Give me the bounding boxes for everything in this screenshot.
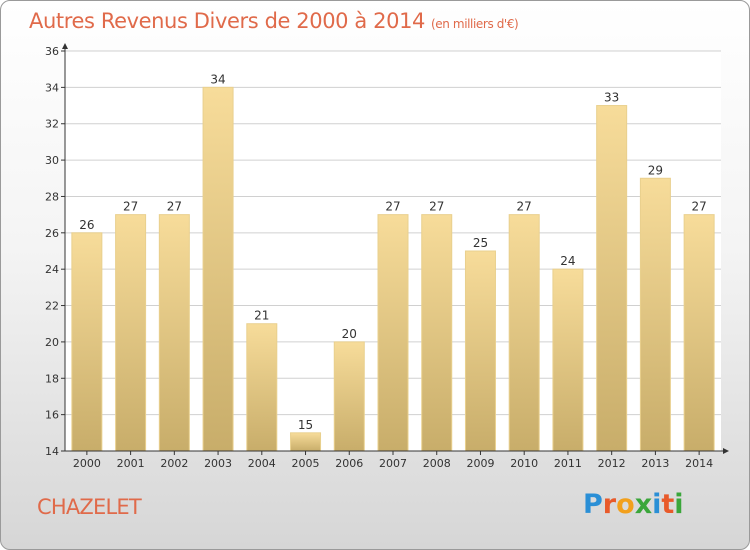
logo-letter: i (674, 489, 684, 520)
bar (639, 177, 671, 452)
proxiti-logo: Proxiti (583, 489, 684, 520)
chart-title: Autres Revenus Divers de 2000 à 2014 (en … (29, 9, 519, 33)
y-tick-label: 18 (45, 372, 59, 385)
bar (421, 214, 453, 452)
x-tick-label: 2004 (248, 457, 276, 470)
bar (596, 105, 628, 452)
logo-letter: t (661, 489, 675, 520)
bar (552, 268, 584, 452)
bar (333, 341, 365, 452)
data-label: 25 (473, 236, 488, 250)
y-tick-label: 34 (45, 81, 59, 94)
y-axis-arrow (62, 43, 68, 49)
data-label: 27 (123, 200, 138, 214)
data-label: 27 (385, 200, 400, 214)
x-tick-label: 2012 (598, 457, 626, 470)
data-label: 15 (298, 418, 313, 432)
bar (246, 323, 278, 452)
x-tick-label: 2011 (554, 457, 582, 470)
y-tick-label: 26 (45, 227, 59, 240)
y-tick-label: 36 (45, 45, 59, 58)
bar (377, 214, 409, 452)
x-tick-label: 2001 (117, 457, 145, 470)
data-label: 26 (79, 218, 94, 232)
logo-letter: r (602, 489, 617, 520)
x-tick-label: 2006 (335, 457, 363, 470)
y-tick-label: 32 (45, 118, 59, 131)
logo-letter: P (583, 489, 603, 520)
y-tick-label: 30 (45, 154, 59, 167)
bar (683, 214, 715, 452)
data-label: 27 (429, 200, 444, 214)
logo-letter: x (634, 489, 653, 520)
commune-name: CHAZELET (37, 495, 142, 519)
logo-letter: i (652, 489, 662, 520)
bar (464, 250, 496, 452)
x-tick-label: 2000 (73, 457, 101, 470)
bar (115, 214, 147, 452)
chart-title-text: Autres Revenus Divers de 2000 à 2014 (29, 9, 426, 33)
x-tick-label: 2010 (510, 457, 538, 470)
x-tick-label: 2005 (292, 457, 320, 470)
y-tick-label: 24 (45, 263, 59, 276)
data-label: 27 (691, 200, 706, 214)
x-tick-label: 2008 (423, 457, 451, 470)
bar (71, 232, 103, 452)
data-label: 33 (604, 91, 619, 105)
y-tick-label: 22 (45, 300, 59, 313)
x-tick-label: 2002 (160, 457, 188, 470)
bar (508, 214, 540, 452)
x-tick-label: 2013 (641, 457, 669, 470)
logo-letter: o (616, 489, 635, 520)
x-tick-label: 2014 (685, 457, 713, 470)
data-label: 20 (342, 327, 357, 341)
data-label: 34 (210, 72, 225, 86)
data-label: 27 (167, 200, 182, 214)
chart-subtitle: (en milliers d'€) (431, 17, 519, 31)
y-tick-label: 28 (45, 190, 59, 203)
x-tick-label: 2007 (379, 457, 407, 470)
y-tick-label: 16 (45, 409, 59, 422)
bar (158, 214, 190, 452)
data-label: 27 (517, 200, 532, 214)
data-label: 21 (254, 309, 269, 323)
bar (202, 86, 234, 452)
y-tick-label: 20 (45, 336, 59, 349)
y-tick-label: 14 (45, 445, 59, 458)
x-tick-label: 2009 (466, 457, 494, 470)
data-label: 24 (560, 254, 575, 268)
x-tick-label: 2003 (204, 457, 232, 470)
x-axis-arrow (723, 448, 729, 454)
data-label: 29 (648, 163, 663, 177)
bar (290, 432, 322, 452)
